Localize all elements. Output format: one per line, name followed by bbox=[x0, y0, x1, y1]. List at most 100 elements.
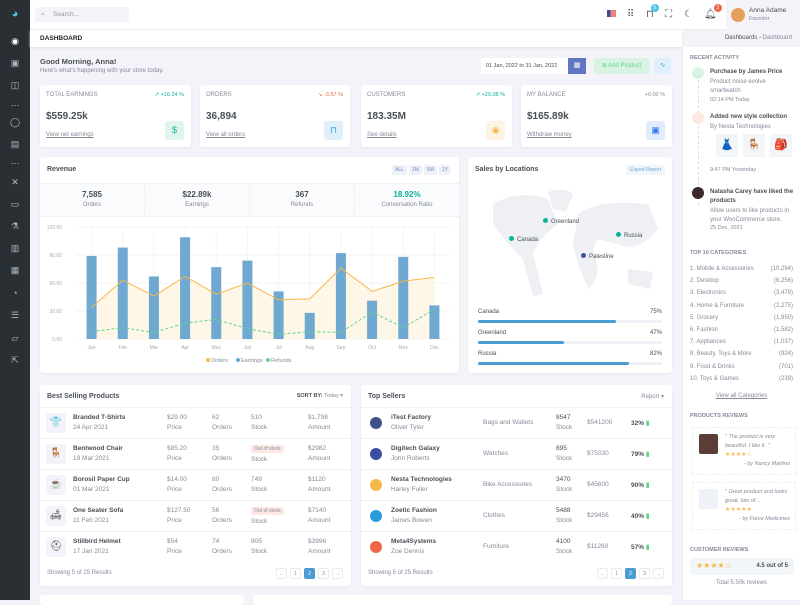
pages-icon[interactable]: ▤ bbox=[10, 139, 20, 149]
page-button[interactable]: ← bbox=[597, 568, 608, 579]
rating-stars: ★★★★☆ bbox=[696, 561, 732, 570]
category-item[interactable]: 6. Fashion (1,582) bbox=[690, 327, 793, 333]
stat-link[interactable]: View net earnings bbox=[46, 132, 94, 138]
summary-item: $22.89k Earnings bbox=[144, 184, 249, 216]
fullscreen-icon[interactable]: ⛶ bbox=[665, 9, 672, 20]
stat-link[interactable]: Withdraw money bbox=[527, 132, 572, 138]
account-icon[interactable]: ◯ bbox=[9, 117, 21, 127]
seller-row[interactable]: Nesta Technologies Harley Fuller Bike Acc… bbox=[361, 469, 672, 500]
flask-icon[interactable]: ⚗ bbox=[10, 221, 20, 231]
map-icon[interactable]: ▱ bbox=[11, 333, 19, 343]
refunds-line bbox=[91, 308, 435, 335]
category-item[interactable]: 3. Electronics (3,479) bbox=[690, 290, 793, 297]
dashboard-icon[interactable]: ◉ bbox=[11, 36, 19, 46]
shopping-bag-icon: ⊓ bbox=[324, 121, 343, 140]
category-item[interactable]: 10. Toys & Games (239) bbox=[690, 375, 793, 382]
seller-row[interactable]: Meta4Systems Zoe Dennis Furniture 4100 Sto… bbox=[361, 531, 672, 562]
filter-1m[interactable]: 1M bbox=[408, 165, 422, 175]
best-selling-title: Best Selling Products bbox=[47, 393, 120, 400]
sort-dropdown[interactable]: SORT BY: Today ▾ bbox=[296, 393, 343, 399]
calendar-icon[interactable]: ▦ bbox=[568, 58, 586, 74]
seller-row[interactable]: iTest Factory Oliver Tyler Bags and Walle… bbox=[361, 407, 672, 438]
view-all-categories-link[interactable]: View all Categories bbox=[715, 393, 768, 399]
breadcrumb-dashboard: Dashboard bbox=[762, 35, 792, 41]
page-button[interactable]: ← bbox=[276, 568, 287, 579]
forms-icon[interactable]: ▥ bbox=[10, 243, 20, 253]
filter-all[interactable]: ALL bbox=[392, 165, 407, 175]
x-tick-label: Dec bbox=[430, 345, 439, 351]
page-button[interactable]: 1 bbox=[611, 568, 622, 579]
category-item[interactable]: 9. Food & Drinks (701) bbox=[690, 363, 793, 370]
revenue-summary: 7,585 Orders $22.89k Earnings 367 Refunds 18.9… bbox=[40, 183, 459, 217]
filter-6m[interactable]: 6M bbox=[423, 165, 437, 175]
report-dropdown[interactable]: Report ▾ bbox=[641, 394, 664, 400]
collection-image[interactable]: 🎒 bbox=[770, 134, 792, 157]
stat-link[interactable]: View all orders bbox=[206, 132, 246, 138]
legend-label: Earnings bbox=[241, 358, 263, 364]
us-flag-icon[interactable] bbox=[607, 10, 616, 17]
status-badge: Out of stock bbox=[251, 507, 284, 515]
page-button[interactable]: 3 bbox=[639, 568, 650, 579]
category-item[interactable]: 1. Mobile & Accessories (10,294) bbox=[690, 266, 793, 272]
product-row[interactable]: 👕 Branded T-Shirts 24 Apr 2021 $29.00 Pric… bbox=[40, 407, 351, 438]
activity-time: 25 Dec, 2021 bbox=[710, 225, 743, 231]
bell-icon[interactable]: 🔔︎ 3 bbox=[704, 4, 722, 20]
cart-icon[interactable]: ⊓ 5 bbox=[646, 4, 659, 20]
logo-icon[interactable]: ◕ bbox=[11, 8, 19, 20]
breadcrumb-dashboards[interactable]: Dashboards bbox=[724, 35, 758, 41]
tools-icon[interactable]: ✕ bbox=[11, 177, 19, 187]
map-marker[interactable]: Canada bbox=[509, 236, 538, 243]
user-menu[interactable]: Anna Adame Founder bbox=[726, 0, 800, 30]
product-row[interactable]: 🪑 Bentwood Chair 19 Mar 2021 $85.20 Price … bbox=[40, 438, 351, 469]
activity-desc: Allow users to like products in your Woo… bbox=[710, 208, 790, 223]
briefcase-icon[interactable]: ▭ bbox=[10, 199, 20, 209]
date-range-input[interactable]: 01 Jan, 2022 to 31 Jan, 2022 bbox=[481, 58, 568, 74]
avatar bbox=[731, 8, 745, 22]
page-button[interactable]: 1 bbox=[290, 568, 301, 579]
seller-row[interactable]: Digitech Galaxy John Roberts Watches 895 S… bbox=[361, 438, 672, 469]
collection-image[interactable]: 👗 bbox=[716, 134, 738, 157]
stat-value: $559.25k bbox=[46, 111, 88, 122]
categories-title: TOP 10 CATEGORIES bbox=[690, 250, 747, 256]
page-button[interactable]: → bbox=[653, 568, 664, 579]
product-row[interactable]: 🛋 One Seater Sofa 11 Feb 2021 $127.50 Pric… bbox=[40, 500, 351, 531]
add-product-button[interactable]: ⊕ Add Product bbox=[594, 58, 649, 74]
table-icon[interactable]: ▦ bbox=[10, 265, 20, 275]
earnings-bar bbox=[148, 276, 159, 339]
location-progress bbox=[478, 341, 662, 344]
bar-chart-icon: ▮ bbox=[645, 482, 650, 489]
activity-desc: By Nesta Technologies bbox=[710, 124, 771, 130]
category-item[interactable]: 8. Beauty, Toys & More (924) bbox=[690, 351, 793, 358]
map-marker[interactable]: Russia bbox=[616, 232, 642, 239]
search-input[interactable]: ⌕ Search... bbox=[35, 7, 129, 22]
share-icon[interactable]: ⇱ bbox=[11, 355, 19, 365]
more-icon: ⋯ bbox=[10, 158, 20, 168]
apps-grid-icon[interactable]: ⠿ bbox=[627, 9, 635, 20]
page-button[interactable]: 2 bbox=[304, 568, 315, 579]
filter-1y[interactable]: 1Y bbox=[438, 165, 451, 175]
map-marker[interactable]: Palestine bbox=[581, 253, 614, 260]
stat-link[interactable]: See details bbox=[367, 132, 397, 138]
earnings-bar bbox=[86, 255, 97, 339]
page-button[interactable]: 2 bbox=[625, 568, 636, 579]
page-button[interactable]: → bbox=[332, 568, 343, 579]
list-icon[interactable]: ☰ bbox=[10, 310, 20, 320]
apps-icon[interactable]: ▣ bbox=[10, 58, 20, 68]
seller-row[interactable]: Zoetic Fashion James Bowen Clothes 5488 St… bbox=[361, 500, 672, 531]
chart-icon[interactable]: ◔ bbox=[12, 288, 18, 298]
map-marker[interactable]: Greenland bbox=[543, 218, 579, 225]
collection-image[interactable]: 🪑 bbox=[743, 134, 765, 157]
category-item[interactable]: 4. Home & Furniture (2,275) bbox=[690, 302, 793, 309]
export-report-button[interactable]: Export Report bbox=[626, 165, 665, 175]
category-item[interactable]: 5. Grocery (1,950) bbox=[690, 314, 793, 321]
layouts-icon[interactable]: ◫ bbox=[10, 80, 20, 90]
category-item[interactable]: 2. Desktop (6,256) bbox=[690, 278, 793, 285]
world-map bbox=[493, 189, 658, 296]
page-button[interactable]: 3 bbox=[318, 568, 329, 579]
product-row[interactable]: ⛑ Stillbird Helmet 17 Jan 2021 $54 Price 7… bbox=[40, 531, 351, 562]
dark-mode-icon[interactable]: ☾ bbox=[684, 9, 693, 20]
product-row[interactable]: ☕ Borosil Paper Cup 01 Mar 2021 $14.00 Pri… bbox=[40, 469, 351, 500]
activity-toggle-button[interactable]: ∿ bbox=[654, 58, 671, 74]
location-progress bbox=[478, 320, 662, 323]
category-item[interactable]: 7. Appliances (1,037) bbox=[690, 339, 793, 346]
